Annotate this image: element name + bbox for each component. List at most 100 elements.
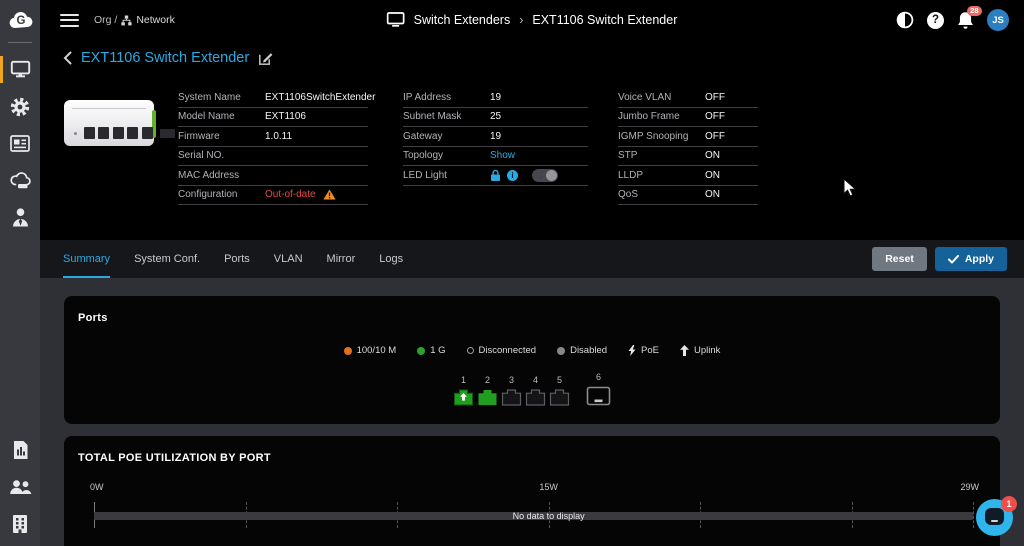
tab-logs[interactable]: Logs xyxy=(379,253,404,265)
device-body xyxy=(64,100,175,146)
report-document-icon xyxy=(13,440,27,459)
info-label: LED Light xyxy=(403,169,447,181)
info-row-qos: QoS ON xyxy=(618,186,758,205)
tab-summary[interactable]: Summary xyxy=(63,240,111,278)
legend-label: 1 G xyxy=(430,345,446,356)
info-row-serial: Serial NO. xyxy=(178,147,368,166)
menu-toggle-button[interactable] xyxy=(60,10,79,30)
users-icon xyxy=(9,479,31,494)
led-light-controls: i xyxy=(490,168,558,182)
tab-system-conf[interactable]: System Conf. xyxy=(134,253,201,265)
topbar-crumb-parent[interactable]: Switch Extenders xyxy=(413,13,511,27)
tab-vlan[interactable]: VLAN xyxy=(273,253,303,265)
sidebar-item-admin[interactable] xyxy=(0,199,40,236)
admin-person-icon xyxy=(12,208,28,227)
monitor-icon xyxy=(10,60,30,78)
sidebar-item-organization[interactable] xyxy=(0,505,40,542)
sidebar-item-reports[interactable] xyxy=(0,431,40,468)
port-rj45-disconnected-icon xyxy=(549,389,570,406)
info-value: OFF xyxy=(705,91,725,103)
breadcrumb-org[interactable]: Org / xyxy=(94,14,118,26)
edit-icon[interactable] xyxy=(258,51,273,66)
port-number: 5 xyxy=(556,375,562,385)
info-value: ON xyxy=(705,169,720,181)
info-value: OFF xyxy=(705,111,725,123)
port-6[interactable]: 6 xyxy=(586,372,611,406)
port-5[interactable]: 5 xyxy=(549,375,570,406)
port-status-legend: 100/10 M 1 G Disconnected Disabled xyxy=(64,345,1000,356)
building-icon xyxy=(13,514,27,533)
port-number: 4 xyxy=(532,375,538,385)
led-light-toggle[interactable] xyxy=(532,168,558,182)
info-value: 25 xyxy=(490,111,502,123)
topology-show-link[interactable]: Show xyxy=(490,150,516,162)
network-hierarchy-icon xyxy=(121,15,132,25)
info-value: 19 xyxy=(490,130,502,142)
info-icon[interactable]: i xyxy=(507,169,518,181)
poe-empty-message: No data to display xyxy=(512,511,585,521)
legend-item-1g: 1 G xyxy=(417,345,446,356)
sidebar-item-cloud-sync[interactable] xyxy=(0,162,40,199)
info-row-igmp: IGMP Snooping OFF xyxy=(618,127,758,147)
topbar-crumb-current: EXT1106 Switch Extender xyxy=(532,13,678,27)
legend-item-poe: PoE xyxy=(628,345,659,356)
info-row-gateway: Gateway 19 xyxy=(403,127,588,147)
theme-contrast-icon[interactable] xyxy=(896,11,914,29)
chat-unread-badge: 1 xyxy=(1001,496,1017,512)
tab-mirror[interactable]: Mirror xyxy=(326,253,356,265)
uplink-arrow-icon xyxy=(680,345,690,356)
page-title: EXT1106 Switch Extender xyxy=(81,50,250,66)
port-3[interactable]: 3 xyxy=(501,375,522,406)
reset-button[interactable]: Reset xyxy=(872,247,927,271)
info-row-system-name: System Name EXT1106SwitchExtender xyxy=(178,88,375,108)
info-column-3: Voice VLAN OFF Jumbo Frame OFF IGMP Snoo… xyxy=(618,88,758,205)
info-value: ON xyxy=(705,150,720,162)
back-chevron-icon[interactable] xyxy=(63,51,72,65)
poe-scale-max: 29W xyxy=(960,482,979,492)
info-row-mac: MAC Address xyxy=(178,166,368,186)
brand-logo[interactable]: G xyxy=(0,0,40,40)
user-avatar[interactable]: JS xyxy=(987,9,1009,31)
legend-label: PoE xyxy=(641,345,660,356)
poe-bolt-icon xyxy=(628,345,636,356)
tab-bar: Summary System Conf. Ports VLAN Mirror L… xyxy=(40,240,1024,278)
legend-item-disconnected: Disconnected xyxy=(466,345,536,356)
info-label: Configuration xyxy=(178,189,238,201)
info-row-lldp: LLDP ON xyxy=(618,166,758,186)
page-header: EXT1106 Switch Extender xyxy=(40,40,1024,76)
info-row-led-light: LED Light i xyxy=(403,166,588,186)
port-2[interactable]: 2 xyxy=(477,375,498,406)
legend-label: 100/10 M xyxy=(356,345,397,356)
sidebar-item-network-monitor[interactable] xyxy=(0,51,40,88)
legend-item-disabled: Disabled xyxy=(557,345,607,356)
info-label: Voice VLAN xyxy=(618,91,672,103)
info-row-configuration: Configuration Out-of-date xyxy=(178,186,368,205)
port-1[interactable]: 1 xyxy=(453,375,474,406)
legend-label: Uplink xyxy=(694,345,721,356)
sidebar-item-news[interactable] xyxy=(0,125,40,162)
info-row-topology: Topology Show xyxy=(403,147,588,166)
sidebar-item-users[interactable] xyxy=(0,468,40,505)
legend-dot-gray xyxy=(557,346,566,355)
chat-launcher-button[interactable]: 1 xyxy=(976,496,1017,536)
summary-content: Ports 100/10 M 1 G Disconnected Disabled xyxy=(40,278,1024,546)
sidebar-item-settings[interactable] xyxy=(0,88,40,125)
info-row-voice-vlan: Voice VLAN OFF xyxy=(618,88,758,108)
info-label: IGMP Snooping xyxy=(618,130,689,142)
cloud-sync-icon xyxy=(9,171,31,188)
ports-card-title: Ports xyxy=(78,312,108,324)
port-4[interactable]: 4 xyxy=(525,375,546,406)
info-row-jumbo-frame: Jumbo Frame OFF xyxy=(618,108,758,127)
topbar-title: Switch Extenders › EXT1106 Switch Extend… xyxy=(386,12,678,28)
help-icon[interactable]: ? xyxy=(927,11,944,29)
breadcrumb-network[interactable]: Network xyxy=(136,14,175,26)
notifications-button[interactable]: 28 xyxy=(957,5,982,30)
info-value: 1.0.11 xyxy=(265,130,293,142)
poe-scale-mid: 15W xyxy=(539,482,558,492)
breadcrumb[interactable]: Org / Network xyxy=(94,14,175,26)
legend-dot-green xyxy=(417,346,426,355)
tab-ports[interactable]: Ports xyxy=(224,253,250,265)
topbar-actions: ? 28 JS xyxy=(896,5,1024,31)
apply-button[interactable]: Apply xyxy=(934,247,1007,271)
port-rj45-disconnected-icon xyxy=(501,389,522,406)
